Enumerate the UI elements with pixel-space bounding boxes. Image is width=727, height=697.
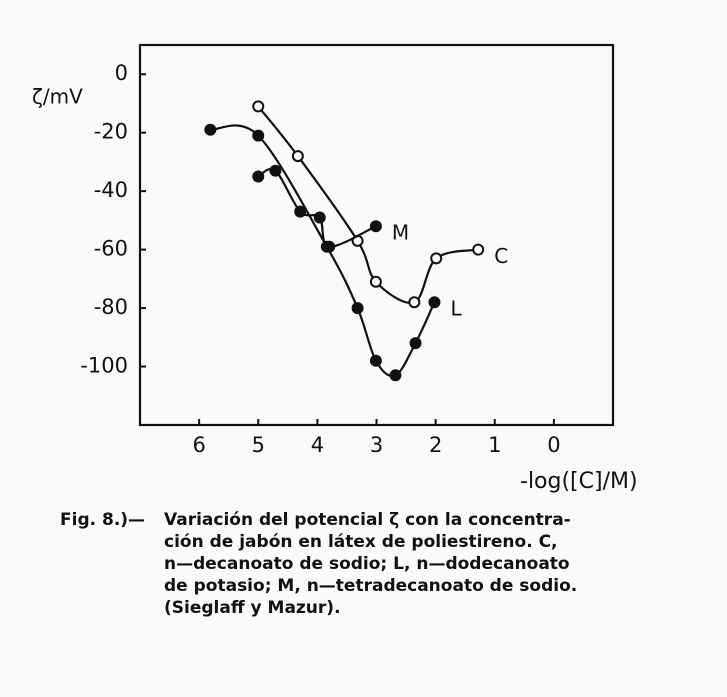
y-tick-label: -40 bbox=[94, 178, 128, 202]
data-point bbox=[369, 220, 382, 233]
series-line bbox=[210, 124, 436, 378]
data-point bbox=[291, 150, 304, 163]
y-axis-label: ζ/mV bbox=[32, 85, 83, 109]
caption-line: ción de jabón en látex de poliestireno. … bbox=[164, 532, 558, 552]
caption-line: de potasio; M, n—tetradecanoato de sodio… bbox=[164, 576, 577, 596]
data-point bbox=[428, 296, 441, 309]
data-point bbox=[323, 240, 336, 253]
data-point bbox=[472, 243, 485, 256]
caption-line: (Sieglaff y Mazur). bbox=[164, 598, 341, 618]
series-label: M bbox=[392, 221, 409, 245]
y-tick-label: -100 bbox=[80, 354, 128, 378]
y-tick-label: -60 bbox=[94, 237, 128, 261]
y-tick-label: -80 bbox=[94, 295, 128, 319]
data-point bbox=[389, 369, 402, 382]
x-tick-label: 4 bbox=[311, 433, 324, 457]
x-tick-label: 1 bbox=[488, 433, 501, 457]
data-point bbox=[269, 164, 282, 177]
data-point bbox=[252, 129, 265, 142]
data-point bbox=[294, 205, 307, 218]
x-tick-label: 3 bbox=[370, 433, 383, 457]
data-point bbox=[252, 100, 265, 113]
data-point bbox=[430, 252, 443, 265]
x-axis-label: -log([C]/M) bbox=[520, 469, 638, 494]
data-point bbox=[351, 302, 364, 315]
caption-label: Fig. 8.)— bbox=[60, 510, 145, 530]
caption-line: Variación del potencial ζ con la concent… bbox=[164, 510, 571, 530]
data-point bbox=[313, 211, 326, 224]
data-point bbox=[369, 354, 382, 367]
x-tick-label: 2 bbox=[429, 433, 442, 457]
y-tick-label: 0 bbox=[115, 61, 128, 85]
data-point bbox=[409, 337, 422, 350]
x-tick-label: 5 bbox=[252, 433, 265, 457]
y-tick-label: -20 bbox=[94, 120, 128, 144]
data-point bbox=[408, 296, 421, 309]
caption-line: n—decanoato de sodio; L, n—dodecanoato bbox=[164, 554, 570, 574]
data-point bbox=[252, 170, 265, 183]
x-tick-label: 6 bbox=[192, 433, 205, 457]
x-tick-label: 0 bbox=[547, 433, 560, 457]
series-label: C bbox=[494, 244, 508, 268]
data-point bbox=[369, 275, 382, 288]
data-point bbox=[204, 123, 217, 136]
series-label: L bbox=[450, 297, 462, 321]
